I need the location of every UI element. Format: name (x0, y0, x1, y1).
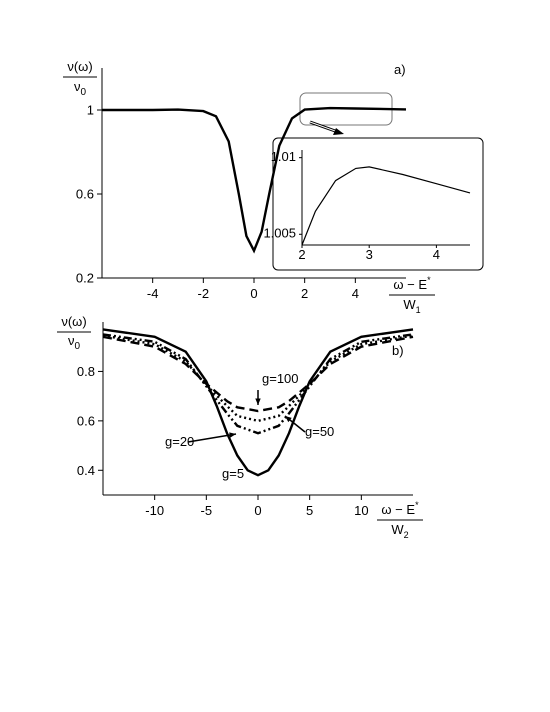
x-label-sub: 2 (404, 530, 409, 540)
series-label: g=50 (305, 424, 334, 439)
zoom-arrow-inner (309, 121, 339, 133)
label-arrow-head (255, 398, 261, 405)
series-label: g=20 (165, 434, 194, 449)
y-label-text: ν(ω) (61, 314, 86, 329)
y-label-numerator: ν(ω) (61, 314, 86, 329)
x-tick-label: -10 (145, 503, 164, 518)
y-label-text: ν(ω) (67, 59, 92, 74)
panel-label: a) (394, 62, 406, 77)
y-tick-label: 1 (87, 103, 94, 118)
x-tick-label: 3 (366, 247, 373, 262)
x-label-denominator: W2 (391, 522, 408, 540)
line-series (102, 328, 414, 477)
y-label-denominator: ν0 (74, 79, 87, 98)
x-label-text: W (391, 522, 404, 537)
line-series (102, 335, 414, 413)
y-tick-label: 0.6 (76, 187, 94, 202)
line-series (102, 333, 414, 435)
x-tick-label: -4 (147, 286, 159, 301)
line-series (102, 334, 414, 423)
x-tick-label: -2 (198, 286, 210, 301)
x-tick-label: 5 (306, 503, 313, 518)
x-tick-label: 2 (298, 247, 305, 262)
y-label-text: ν (68, 333, 75, 348)
y-tick-label: 0.6 (77, 413, 95, 428)
x-tick-label: 10 (354, 503, 368, 518)
x-label-denominator: W1 (403, 297, 420, 315)
y-label-sub: 0 (80, 87, 86, 98)
y-tick-label: 0.2 (76, 271, 94, 286)
x-tick-label: 4 (352, 286, 359, 301)
y-label-numerator: ν(ω) (67, 59, 92, 74)
line-series (102, 106, 407, 254)
x-label-sup: * (427, 275, 431, 285)
x-tick-label: 0 (254, 503, 261, 518)
label-arrow-head (229, 432, 236, 438)
inset-frame (272, 137, 484, 271)
x-label-numerator: ω − E* (381, 500, 419, 517)
x-label-text: ω − E (381, 502, 415, 517)
line-series (301, 166, 471, 246)
y-label-denominator: ν0 (68, 333, 81, 352)
x-label-numerator: ω − E* (393, 275, 431, 292)
y-tick-label: 1.01 (271, 149, 296, 164)
x-tick-label: -5 (201, 503, 213, 518)
series-label: g=100 (262, 371, 299, 386)
zoom-arrow-head (333, 128, 344, 135)
x-tick-label: 2 (301, 286, 308, 301)
series-label: g=5 (222, 466, 244, 481)
x-tick-label: 0 (250, 286, 257, 301)
y-label-sub: 0 (74, 341, 80, 352)
y-label-text: ν (74, 79, 81, 94)
panel-label: b) (392, 343, 404, 358)
x-label-text: ω − E (393, 277, 427, 292)
x-label-sub: 1 (416, 305, 421, 315)
x-label-text: W (403, 297, 416, 312)
x-tick-label: 4 (433, 247, 440, 262)
y-tick-label: 0.8 (77, 364, 95, 379)
x-label-sup: * (415, 500, 419, 510)
label-arrow-head (285, 416, 292, 423)
y-tick-label: 0.4 (77, 463, 95, 478)
y-tick-label: 1.005 (263, 225, 296, 240)
label-arrow (187, 433, 237, 443)
